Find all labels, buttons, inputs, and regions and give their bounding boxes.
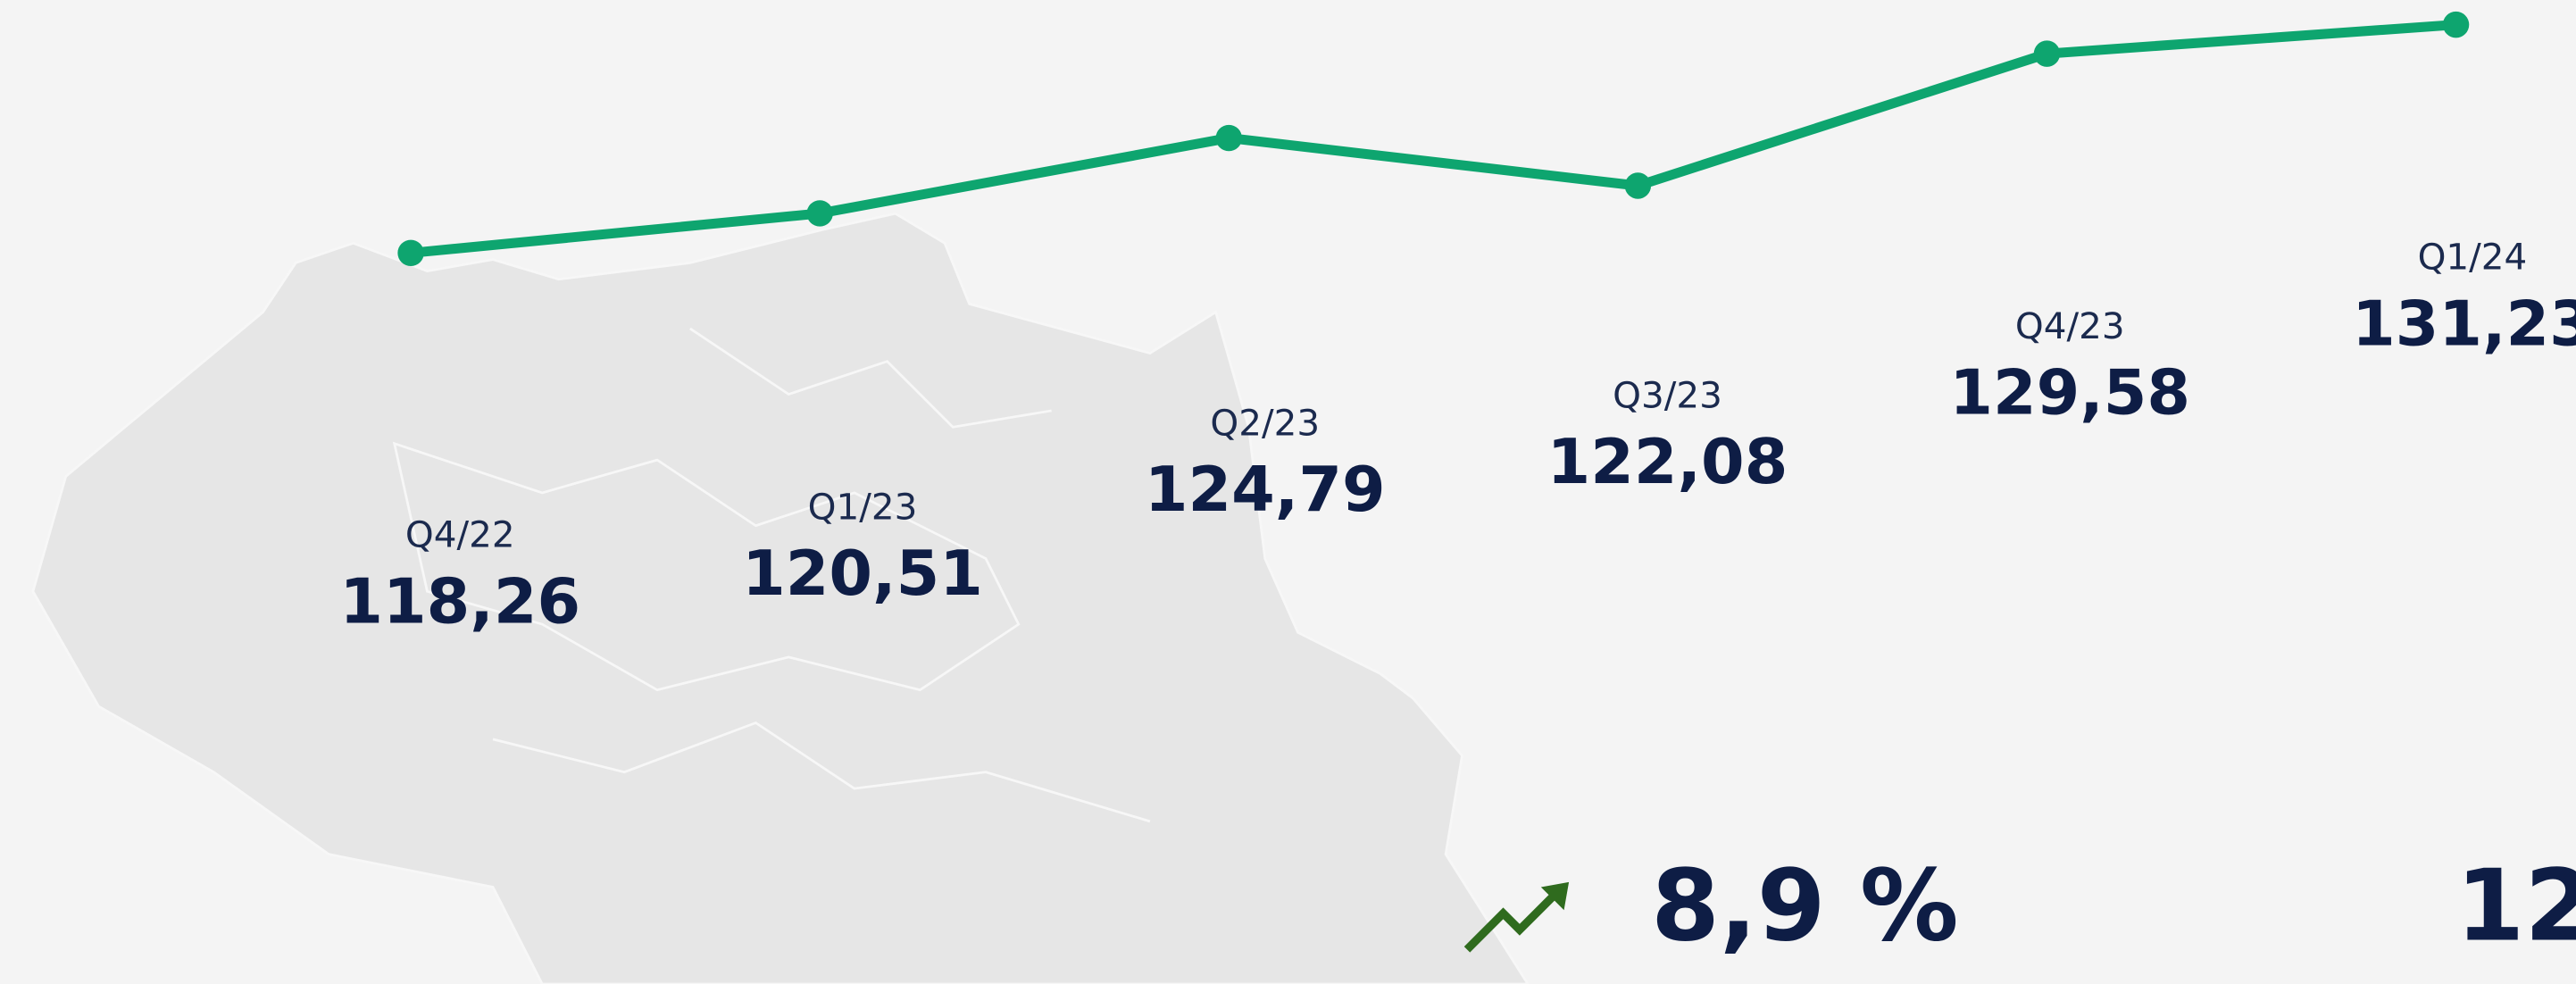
category-label: Q4/23 xyxy=(2015,304,2125,347)
category-label: Q1/23 xyxy=(808,485,918,528)
category-label: Q4/22 xyxy=(405,513,515,556)
value-label: 124,79 xyxy=(1145,454,1386,526)
map-borders xyxy=(392,327,1151,823)
category-label: Q2/23 xyxy=(1210,402,1320,445)
change-value: 8,9 % xyxy=(1651,849,1959,963)
map-region xyxy=(31,212,1530,984)
trend-icon xyxy=(1463,886,1564,953)
point xyxy=(2033,40,2061,67)
value-label: 131,23 xyxy=(2352,288,2576,360)
trend-icon-head xyxy=(1540,881,1570,911)
count-value: 12 xyxy=(2456,849,2576,963)
point xyxy=(1215,124,1242,152)
value-label: 118,26 xyxy=(339,565,580,638)
point xyxy=(1624,172,1652,199)
category-label: Q3/23 xyxy=(1613,373,1722,416)
value-label: 129,58 xyxy=(1949,357,2190,429)
line xyxy=(410,20,2456,258)
point xyxy=(806,200,833,227)
value-label: 120,51 xyxy=(742,538,983,610)
category-label: Q1/24 xyxy=(2418,236,2528,279)
point xyxy=(397,239,424,267)
value-label: 122,08 xyxy=(1547,426,1788,498)
point xyxy=(2442,11,2470,38)
